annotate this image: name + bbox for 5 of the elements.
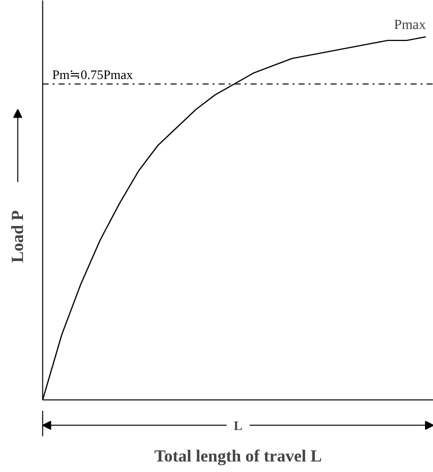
x-axis-title: Total length of travel L — [154, 446, 322, 466]
ref-line-label: Pm≒0.75Pmax — [52, 67, 134, 82]
text: L — [234, 418, 243, 433]
y-axis-title: Load P — [8, 210, 28, 263]
annotation: Pmax — [394, 18, 426, 33]
